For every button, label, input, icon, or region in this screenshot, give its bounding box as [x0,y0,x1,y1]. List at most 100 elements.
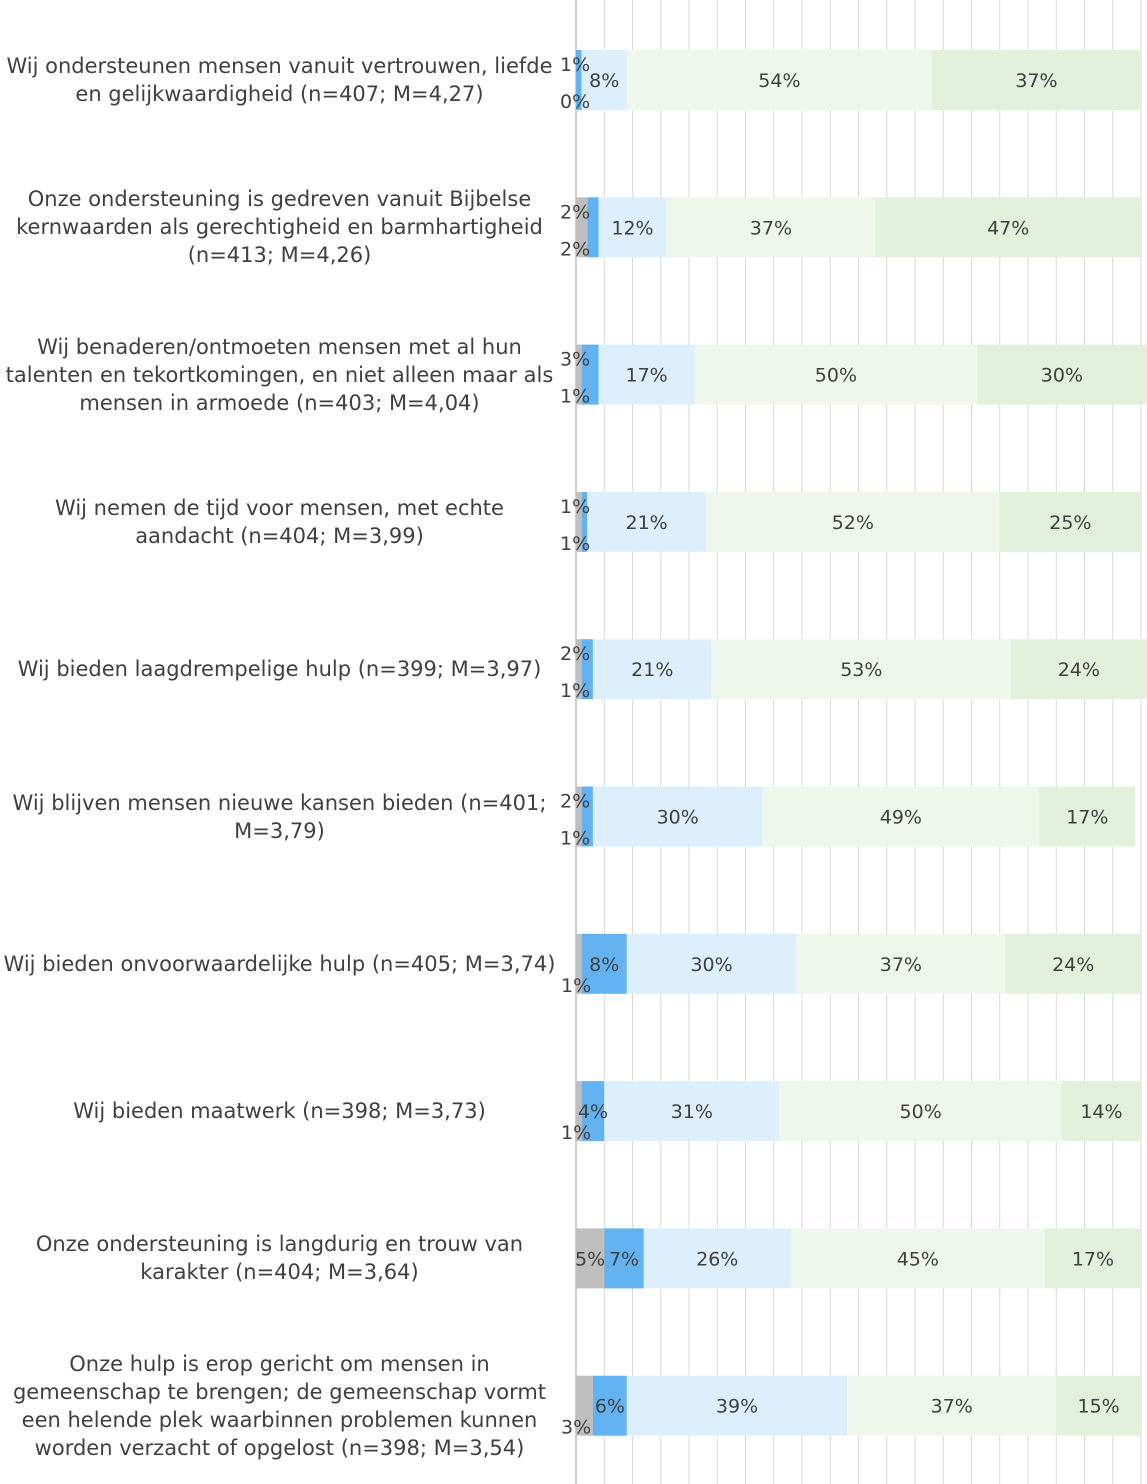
bar-segment [576,933,582,994]
data-label: 7% [609,1248,639,1270]
data-label: 1% [560,386,590,408]
data-label: 30% [690,954,732,976]
data-label: 14% [1080,1101,1122,1123]
bar-segment [1039,786,1136,847]
data-label: 17% [1072,1248,1114,1270]
data-label: 49% [880,807,922,829]
data-label: 37% [750,217,792,239]
bar-segment [705,491,1000,552]
bar-segment [1005,933,1141,994]
bar-segment [576,786,582,847]
data-label: 21% [626,512,668,534]
bar-segment [598,344,695,405]
category-label: Wij benaderen/ontmoeten mensen met al hu… [5,334,554,415]
category-label: Wij blijven mensen nieuwe kansen bieden … [12,790,547,843]
category-label: Onze ondersteuning is gedreven vanuit Bi… [16,187,543,268]
data-label: 45% [897,1248,939,1270]
bar-segment [581,1081,605,1142]
data-label: 30% [1041,365,1083,387]
data-label: 37% [880,954,922,976]
bar-segment [592,1375,627,1436]
bar-segment [626,1375,848,1436]
bar-segment [604,1228,644,1289]
bar-segment [711,639,1012,700]
data-label: 50% [815,365,857,387]
data-label: 53% [840,659,882,681]
bar-segment [576,344,582,405]
data-label: 1% [560,828,590,850]
data-label: 17% [626,365,668,387]
data-label: 5% [575,1248,605,1270]
category-label: Onze ondersteuning is langdurig en trouw… [35,1232,524,1285]
bar-segment [1061,1081,1141,1142]
data-label: 4% [578,1101,608,1123]
data-label: 1% [560,533,590,555]
data-label: 3% [561,1417,591,1439]
bar-segment [576,1228,605,1289]
bar-segment [576,1375,593,1436]
bar-segment [581,491,588,552]
bar-segment [626,933,797,994]
data-label: 24% [1058,659,1100,681]
bar-segment [581,344,599,405]
category-label: Wij bieden maatwerk (n=398; M=3,73) [73,1099,486,1124]
data-label: 25% [1049,512,1091,534]
category-label: Onze hulp is erop gericht om mensen in g… [12,1351,547,1460]
bar-segment [581,786,593,847]
bar-segment [587,491,706,552]
bar-segment [796,933,1006,994]
bar-segment [604,1081,780,1142]
bar-segment [875,197,1141,258]
data-label: 1% [560,54,590,76]
bar-segment [779,1081,1062,1142]
data-label: 1% [561,975,591,997]
data-label: 1% [561,1122,591,1144]
bar-segment [790,1228,1045,1289]
data-label: 1% [560,496,590,518]
bar-segment [592,639,712,700]
bar-segment [581,639,593,700]
data-label: 37% [1015,70,1057,92]
bar-segment [581,933,627,994]
bar-segment [598,197,667,258]
bar-segment [592,786,763,847]
bar-segment [1044,1228,1141,1289]
data-label: 3% [560,349,590,371]
data-label: 54% [758,70,800,92]
bar-segment [576,197,588,258]
data-label: 30% [657,807,699,829]
bar-segment [931,50,1141,110]
data-label: 17% [1066,807,1108,829]
bar-segment [643,1228,791,1289]
bar-segment [694,344,978,405]
data-label: 21% [631,659,673,681]
data-label: 37% [931,1396,973,1418]
bar-segment [999,491,1141,552]
data-label: 2% [560,791,590,813]
data-label: 26% [696,1248,738,1270]
bar-segment [666,197,876,258]
bar-segment [576,491,582,552]
category-label: Wij bieden laagdrempelige hulp (n=399; M… [17,657,542,682]
data-label: 8% [589,70,619,92]
data-label: 2% [560,643,590,665]
data-label: 12% [611,217,653,239]
data-label: 39% [716,1396,758,1418]
bar-segment [576,50,582,110]
category-label: Wij bieden onvoorwaardelijke hulp (n=405… [3,951,556,976]
bar-segment [581,50,627,110]
data-label: 52% [832,512,874,534]
data-label: 2% [560,238,590,260]
bar-segment [1056,1375,1141,1436]
data-label: 1% [560,680,590,702]
bar-segment [977,344,1147,405]
bar-segment [847,1375,1057,1436]
category-label: Wij nemen de tijd voor mensen, met echte… [55,495,504,548]
data-label: 0% [560,91,590,113]
data-label: 2% [560,201,590,223]
category-label: Wij ondersteunen mensen vanuit vertrouwe… [6,54,553,106]
data-label: 6% [595,1396,625,1418]
data-label: 8% [589,954,619,976]
bar-segment [762,786,1040,847]
data-label: 50% [900,1101,942,1123]
